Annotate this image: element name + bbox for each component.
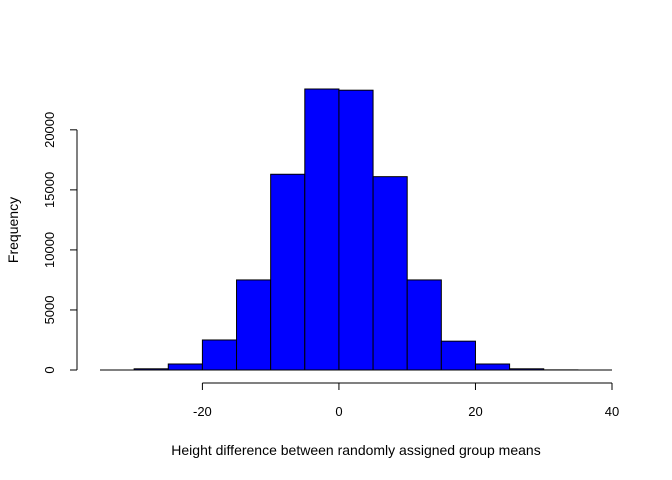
histogram-bar	[474, 363, 511, 371]
y-tick-label: 10000	[42, 232, 57, 268]
histogram-bar	[270, 173, 306, 371]
histogram-bars	[133, 88, 579, 371]
x-tick-label: 0	[335, 404, 342, 419]
y-axis: 0 5000 10000 15000 20000	[42, 112, 78, 374]
x-tick-label: 40	[605, 404, 619, 419]
y-tick-label: 5000	[42, 295, 57, 324]
y-axis-title: Frequency	[5, 197, 21, 263]
y-tick-label: 0	[42, 366, 57, 373]
x-tick-label: -20	[193, 404, 212, 419]
histogram-bar	[304, 88, 340, 371]
histogram-bar	[372, 176, 408, 371]
histogram-bar	[236, 279, 272, 371]
histogram-bar	[440, 340, 476, 371]
x-axis-title: Height difference between randomly assig…	[171, 442, 540, 458]
x-tick-label: 20	[468, 404, 482, 419]
histogram-bar	[167, 363, 203, 371]
histogram-bar	[338, 89, 374, 371]
y-tick-label: 15000	[42, 172, 57, 208]
histogram-bar	[201, 339, 238, 371]
y-tick-label: 20000	[42, 112, 57, 148]
histogram-bar	[406, 279, 442, 371]
x-axis: -20 0 20 40	[100, 369, 619, 419]
